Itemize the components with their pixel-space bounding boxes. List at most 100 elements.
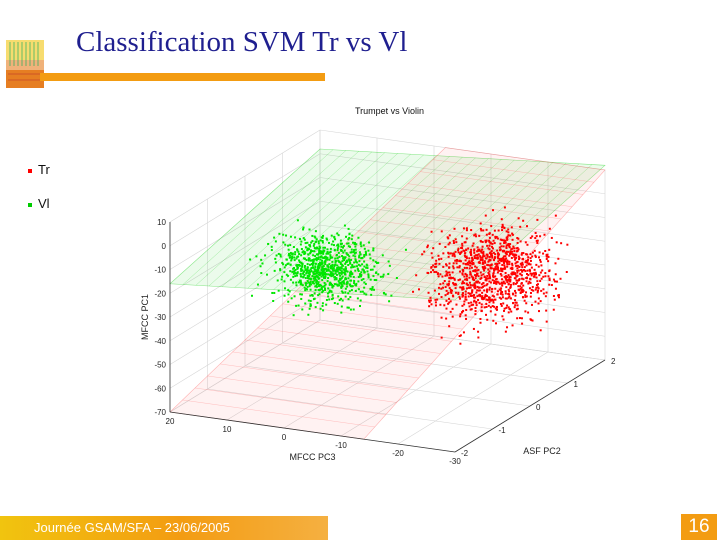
footer-bar	[0, 516, 328, 540]
data-point	[517, 288, 520, 291]
data-point	[478, 301, 481, 304]
data-point	[502, 258, 505, 261]
data-point	[319, 239, 322, 242]
data-point	[348, 236, 351, 239]
data-point	[548, 248, 551, 251]
data-point	[520, 274, 523, 277]
data-point	[325, 270, 328, 273]
legend-label: Tr	[38, 162, 50, 177]
data-point	[428, 301, 431, 304]
data-point	[328, 291, 331, 294]
data-point	[516, 274, 519, 277]
data-point	[279, 255, 282, 258]
data-point	[261, 262, 264, 265]
data-point	[309, 250, 312, 253]
data-point	[430, 303, 433, 306]
data-point	[455, 241, 458, 244]
data-point	[464, 272, 467, 275]
data-point	[312, 244, 315, 247]
data-point	[375, 279, 378, 282]
data-point	[475, 291, 478, 294]
data-point	[296, 267, 299, 270]
data-point	[525, 225, 528, 228]
data-point	[473, 286, 476, 289]
data-point	[507, 250, 510, 253]
data-point	[433, 265, 436, 268]
data-point	[488, 258, 491, 261]
data-point	[340, 245, 343, 248]
data-point	[471, 258, 474, 261]
data-point	[451, 276, 454, 279]
data-point	[507, 288, 510, 291]
data-point	[314, 265, 317, 268]
data-point	[511, 267, 514, 270]
data-point	[500, 282, 503, 285]
data-point	[338, 268, 341, 271]
data-point	[321, 256, 324, 259]
data-point	[491, 254, 494, 257]
data-point	[500, 269, 503, 272]
data-point	[473, 249, 476, 252]
data-point	[542, 292, 545, 295]
data-point	[345, 277, 348, 280]
data-point	[313, 276, 316, 279]
data-point	[372, 259, 375, 262]
data-point	[494, 275, 497, 278]
data-point	[473, 234, 476, 237]
data-point	[542, 288, 545, 291]
data-point	[306, 285, 309, 288]
data-point	[444, 286, 447, 289]
data-point	[312, 266, 315, 269]
data-point	[308, 228, 311, 231]
data-point	[514, 301, 517, 304]
data-point	[404, 248, 407, 251]
data-point	[360, 274, 363, 277]
data-point	[520, 286, 523, 289]
data-point	[334, 260, 337, 263]
data-point	[515, 274, 518, 277]
data-point	[353, 280, 356, 283]
plane-hatch	[395, 195, 562, 220]
data-point	[451, 307, 454, 310]
z-tick-label: 0	[162, 242, 167, 251]
data-point	[313, 243, 316, 246]
data-point	[465, 308, 468, 311]
data-point	[357, 288, 360, 291]
data-point	[346, 280, 349, 283]
data-point	[480, 303, 483, 306]
data-point	[481, 240, 484, 243]
data-point	[279, 253, 282, 256]
data-point	[535, 286, 538, 289]
data-point	[522, 284, 525, 287]
data-point	[534, 237, 537, 240]
data-point	[449, 300, 452, 303]
data-point	[505, 260, 508, 263]
data-point	[362, 278, 365, 281]
data-point	[303, 257, 306, 260]
data-point	[455, 262, 458, 265]
data-point	[316, 257, 319, 260]
data-point	[498, 246, 501, 249]
data-point	[335, 268, 338, 271]
data-point	[539, 329, 542, 332]
data-point	[437, 258, 440, 261]
data-point	[347, 292, 350, 295]
data-point	[471, 294, 474, 297]
data-point	[350, 238, 353, 241]
data-point	[343, 224, 346, 227]
data-point	[270, 245, 273, 248]
data-point	[474, 265, 477, 268]
data-point	[344, 266, 347, 269]
data-point	[536, 291, 539, 294]
data-point	[517, 255, 520, 258]
data-point	[553, 298, 556, 301]
data-point	[532, 275, 535, 278]
data-point	[295, 284, 298, 287]
data-point	[452, 265, 455, 268]
data-point	[477, 280, 480, 283]
data-point	[514, 258, 517, 261]
data-point	[329, 247, 332, 250]
data-point	[525, 264, 528, 267]
data-point	[273, 291, 276, 294]
data-point	[434, 298, 437, 301]
